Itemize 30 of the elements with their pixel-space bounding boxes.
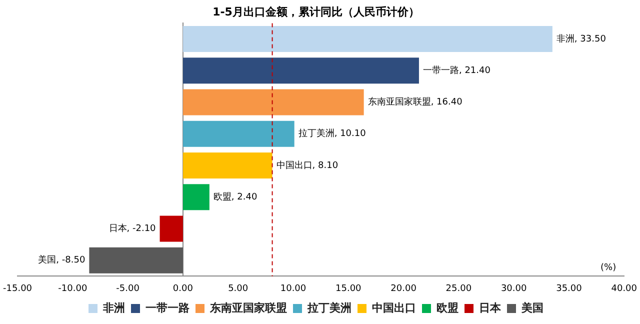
legend-label: 美国: [520, 301, 544, 314]
x-tick-label: 15.00: [336, 284, 362, 294]
chart-title: 1-5月出口金额，累计同比（人民币计价）: [212, 5, 420, 18]
x-tick-label: 35.00: [556, 284, 582, 294]
x-tick-label: -5.00: [116, 284, 140, 294]
data-label: 中国出口, 8.10: [276, 160, 338, 171]
x-tick-label: 25.00: [446, 284, 472, 294]
x-tick-label: -10.00: [58, 284, 88, 294]
legend-label: 一带一路: [146, 301, 190, 314]
data-label: 一带一路, 21.40: [422, 64, 491, 76]
x-tick-label: 30.00: [500, 284, 527, 294]
x-tick-label: 20.00: [390, 284, 417, 294]
data-label: 东南亚国家联盟, 16.40: [368, 96, 463, 108]
x-tick-label: 0.00: [172, 284, 194, 294]
data-label: 非洲, 33.50: [556, 33, 606, 44]
x-tick-label: 5.00: [228, 284, 248, 294]
legend-label: 中国出口: [372, 301, 416, 314]
x-tick-label: 10.00: [280, 284, 306, 294]
data-label: 欧盟, 2.40: [213, 191, 258, 202]
x-tick-label: -15.00: [3, 284, 32, 294]
legend-label: 东南亚国家联盟: [209, 301, 287, 314]
data-label: 美国, -8.50: [38, 254, 86, 266]
x-tick-label: 40.00: [611, 284, 638, 294]
data-label: 日本, -2.10: [108, 223, 156, 234]
legend-label: 日本: [479, 301, 502, 314]
legend-label: 非洲: [102, 301, 125, 314]
legend-label: 欧盟: [436, 301, 458, 314]
x-axis-title: (%): [600, 263, 616, 274]
data-label: 拉丁美洲, 10.10: [298, 128, 366, 140]
legend-label: 拉丁美洲: [306, 301, 352, 314]
